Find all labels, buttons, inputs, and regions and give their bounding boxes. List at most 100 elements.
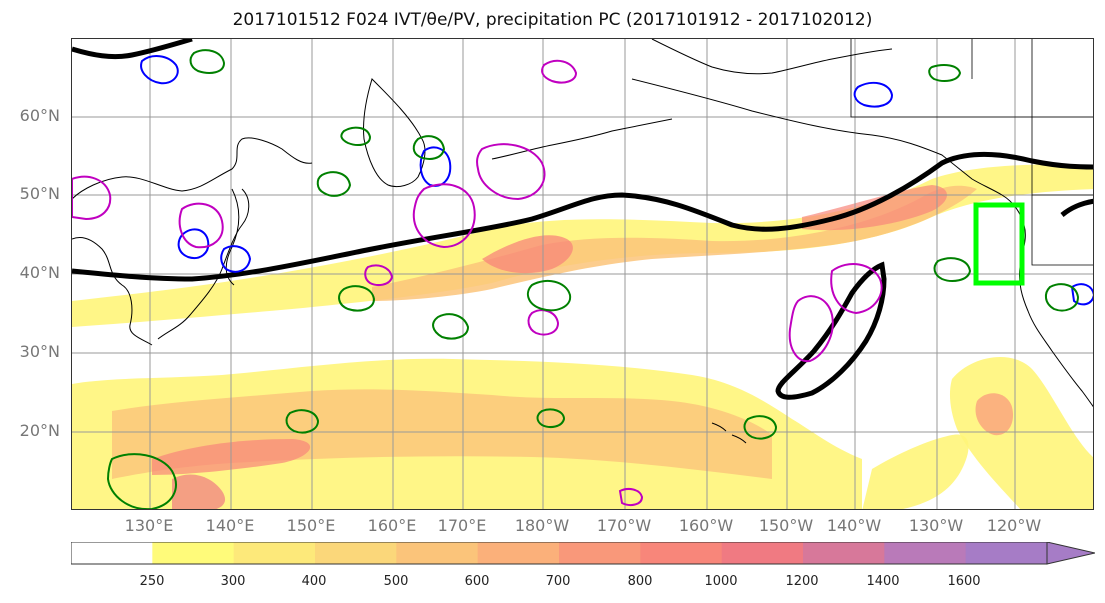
- coastline-arctic: [651, 39, 893, 75]
- colorbar-label-800: 800: [627, 574, 653, 589]
- pv-mag-cutoff-1: [830, 263, 883, 315]
- lon-label-160e: 160°E: [367, 516, 417, 535]
- colorbar-cell: [559, 542, 641, 564]
- lon-label-160w: 160°W: [678, 516, 734, 535]
- coastline-aleutians: [491, 118, 673, 160]
- borders: [850, 39, 1093, 266]
- pv-blue-kamchatka: [419, 146, 452, 187]
- east-pacific-core: [975, 393, 1014, 436]
- pv-mag-north-1: [476, 143, 546, 201]
- colorbar-cell: [71, 542, 153, 564]
- pv-mag-north-2: [412, 183, 476, 249]
- tropical-core-south: [172, 474, 226, 509]
- cutoff-contour: [775, 261, 887, 400]
- colorbar-cell: [803, 542, 885, 564]
- colorbar-label-500: 500: [383, 574, 409, 589]
- theta-e-east-1: [1044, 283, 1080, 312]
- pv-blue-sea: [220, 245, 252, 273]
- theta-e-east-2: [933, 257, 972, 282]
- east-edge-contour: [1060, 198, 1093, 217]
- colorbar-cell: [152, 542, 235, 564]
- lon-label-120w: 120°W: [986, 516, 1042, 535]
- map-canvas: [72, 39, 1093, 509]
- lon-label-170w: 170°W: [596, 516, 652, 535]
- colorbar-label-1200: 1200: [785, 574, 819, 589]
- tropical-east: [862, 434, 969, 509]
- theta-e-south-3: [743, 415, 778, 440]
- colorbar-cells: [71, 542, 1048, 564]
- colorbar-cell: [315, 542, 397, 564]
- lon-label-140e: 140°E: [205, 516, 255, 535]
- pv-blue-alaska: [853, 81, 894, 108]
- theta-e-north-3: [412, 135, 446, 160]
- lon-label-180w: 180°W: [514, 516, 570, 535]
- colorbar-cell: [965, 542, 1048, 564]
- pv-mag-cutoff-2: [788, 295, 834, 363]
- lon-label-130w: 130°W: [908, 516, 964, 535]
- coastlines: [72, 39, 1093, 444]
- pv-mag-small-1: [527, 309, 560, 336]
- coastline-alaska: [631, 78, 1093, 408]
- lat-label-40n: 40°N: [19, 263, 60, 282]
- theta-e-north-1: [189, 49, 226, 74]
- colorbar-cell: [477, 542, 560, 564]
- pv-mag-west: [72, 175, 112, 221]
- lon-label-140w: 140°W: [826, 516, 882, 535]
- map-panel: [71, 38, 1094, 510]
- colorbar-label-600: 600: [464, 574, 490, 589]
- theta-e-hawaii: [536, 408, 566, 428]
- theta-e-sea: [316, 171, 352, 197]
- colorbar-label-1400: 1400: [866, 574, 900, 589]
- border-us-states: [1031, 195, 1093, 266]
- pv-mag-small-2: [364, 264, 394, 286]
- coastline-japan: [157, 188, 250, 340]
- theta-e-south-1: [106, 453, 177, 509]
- pv-blue-north: [140, 55, 179, 85]
- theta-e-south-2: [285, 409, 320, 434]
- ivt-shading: [72, 164, 1093, 509]
- theta-e-mid-1: [526, 279, 572, 312]
- colorbar-cell: [884, 542, 967, 564]
- lat-label-60n: 60°N: [19, 106, 60, 125]
- map-title: 2017101512 F024 IVT/θe/PV, precipitation…: [232, 10, 873, 30]
- east-pacific-blob: [949, 356, 1093, 509]
- lat-label-50n: 50°N: [19, 184, 60, 203]
- colorbar-cell: [640, 542, 723, 564]
- target-region-box: [973, 202, 1025, 286]
- pv-mag-asia: [178, 202, 224, 249]
- coastline-hawaii: [711, 422, 747, 444]
- lon-label-170e: 170°E: [437, 516, 487, 535]
- theta-e-mid-2: [432, 313, 470, 340]
- pv-mag-small-3: [618, 488, 644, 506]
- colorbar-label-400: 400: [301, 574, 327, 589]
- colorbar-cell: [721, 542, 804, 564]
- theta-e-contours: [106, 49, 1080, 509]
- pv-blue-japan: [177, 228, 210, 259]
- theta-e-mid-3: [338, 285, 376, 312]
- lat-label-20n: 20°N: [19, 421, 60, 440]
- coastline-kamchatka: [363, 78, 426, 188]
- theta-e-alaska: [928, 64, 962, 82]
- colorbar-label-1000: 1000: [704, 574, 738, 589]
- colorbar-cell: [233, 542, 316, 564]
- colorbar: [71, 542, 1095, 565]
- theta-e-north-2: [340, 126, 372, 146]
- colorbar-label-300: 300: [220, 574, 246, 589]
- pv-contours-magenta: [72, 59, 883, 506]
- ivt-contours: [72, 39, 1093, 400]
- pv-blue-east: [1070, 283, 1093, 306]
- lat-label-30n: 30°N: [19, 342, 60, 361]
- colorbar-cell: [396, 542, 479, 564]
- ar-band-core-west: [482, 235, 573, 274]
- pv-contours-blue: [140, 55, 1093, 306]
- colorbar-label-700: 700: [545, 574, 571, 589]
- pv-mag-top: [541, 59, 578, 84]
- colorbar-label-1600: 1600: [947, 574, 981, 589]
- lon-label-150e: 150°E: [286, 516, 336, 535]
- lon-label-150w: 150°W: [758, 516, 814, 535]
- main-jet-contour: [72, 152, 1093, 282]
- colorbar-label-250: 250: [139, 574, 165, 589]
- lon-label-130e: 130°E: [124, 516, 174, 535]
- north-west-contour: [72, 39, 193, 60]
- colorbar-extend-arrow: [1046, 542, 1095, 565]
